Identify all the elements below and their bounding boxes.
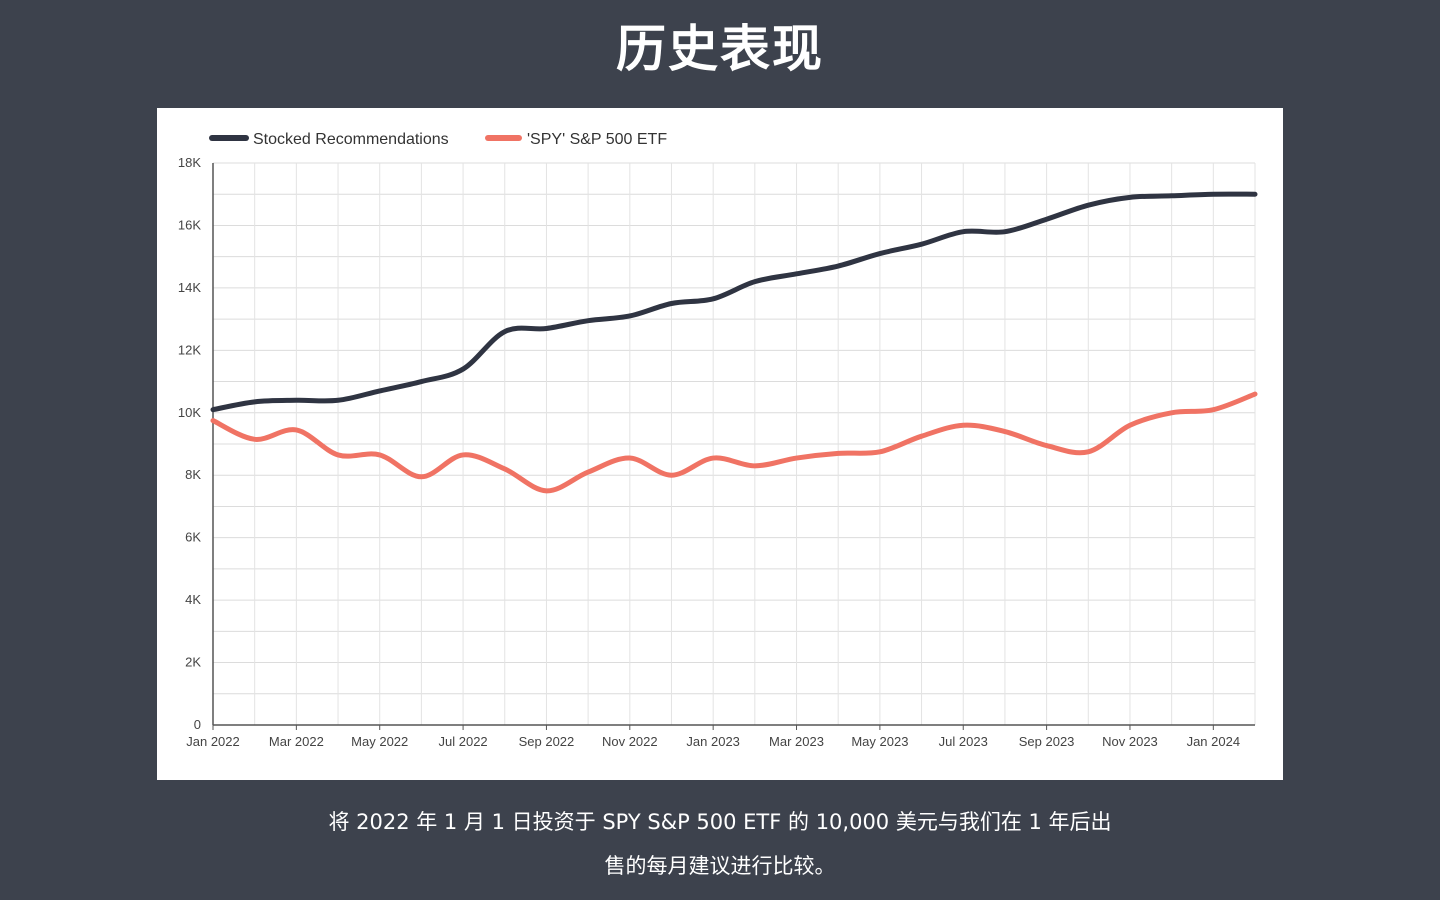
x-tick-label: Jan 2023 bbox=[686, 734, 740, 749]
axes: 0 2K 4K 6K 8K 10K 12K 14K 16K 18K Jan 2022 Mar 2022… bbox=[178, 155, 1255, 749]
y-tick-label: 6K bbox=[185, 530, 201, 545]
y-tick-label: 2K bbox=[185, 655, 201, 670]
x-tick-label: Jan 2022 bbox=[186, 734, 240, 749]
y-tick-label: 10K bbox=[178, 405, 201, 420]
legend: Stocked Recommendations 'SPY' S&P 500 ET… bbox=[209, 131, 667, 148]
line-chart: 0 2K 4K 6K 8K 10K 12K 14K 16K 18K Jan 2022 Mar 2022… bbox=[178, 131, 1258, 749]
x-tick-label: Jan 2024 bbox=[1187, 734, 1241, 749]
x-tick-label: May 2022 bbox=[351, 734, 408, 749]
x-tick-label: Jul 2022 bbox=[439, 734, 488, 749]
x-tick-label: Nov 2023 bbox=[1102, 734, 1158, 749]
x-tick-label: Mar 2022 bbox=[269, 734, 324, 749]
y-tick-label: 4K bbox=[185, 592, 201, 607]
y-tick-label: 0 bbox=[194, 717, 201, 732]
series-line-spy bbox=[210, 391, 1258, 494]
x-tick-label: Sep 2022 bbox=[519, 734, 575, 749]
legend-label-stocked: Stocked Recommendations bbox=[253, 131, 449, 148]
caption: 将 2022 年 1 月 1 日投资于 SPY S&P 500 ETF 的 10… bbox=[328, 810, 1112, 878]
y-tick-label: 14K bbox=[178, 280, 201, 295]
y-tick-label: 12K bbox=[178, 342, 201, 357]
x-tick-label: Sep 2023 bbox=[1019, 734, 1075, 749]
page-title: 历史表现 bbox=[616, 20, 824, 78]
y-tick-label: 16K bbox=[178, 217, 201, 232]
y-tick-label: 8K bbox=[185, 467, 201, 482]
series-line-stocked bbox=[210, 191, 1258, 413]
x-tick-label: Mar 2023 bbox=[769, 734, 824, 749]
chart-card: 0 2K 4K 6K 8K 10K 12K 14K 16K 18K Jan 2022 Mar 2022… bbox=[157, 108, 1283, 780]
x-tick-label: Nov 2022 bbox=[602, 734, 658, 749]
x-tick-label: Jul 2023 bbox=[939, 734, 988, 749]
y-tick-label: 18K bbox=[178, 155, 201, 170]
legend-label-spy: 'SPY' S&P 500 ETF bbox=[527, 131, 667, 148]
x-tick-label: May 2023 bbox=[851, 734, 908, 749]
series bbox=[210, 191, 1258, 494]
